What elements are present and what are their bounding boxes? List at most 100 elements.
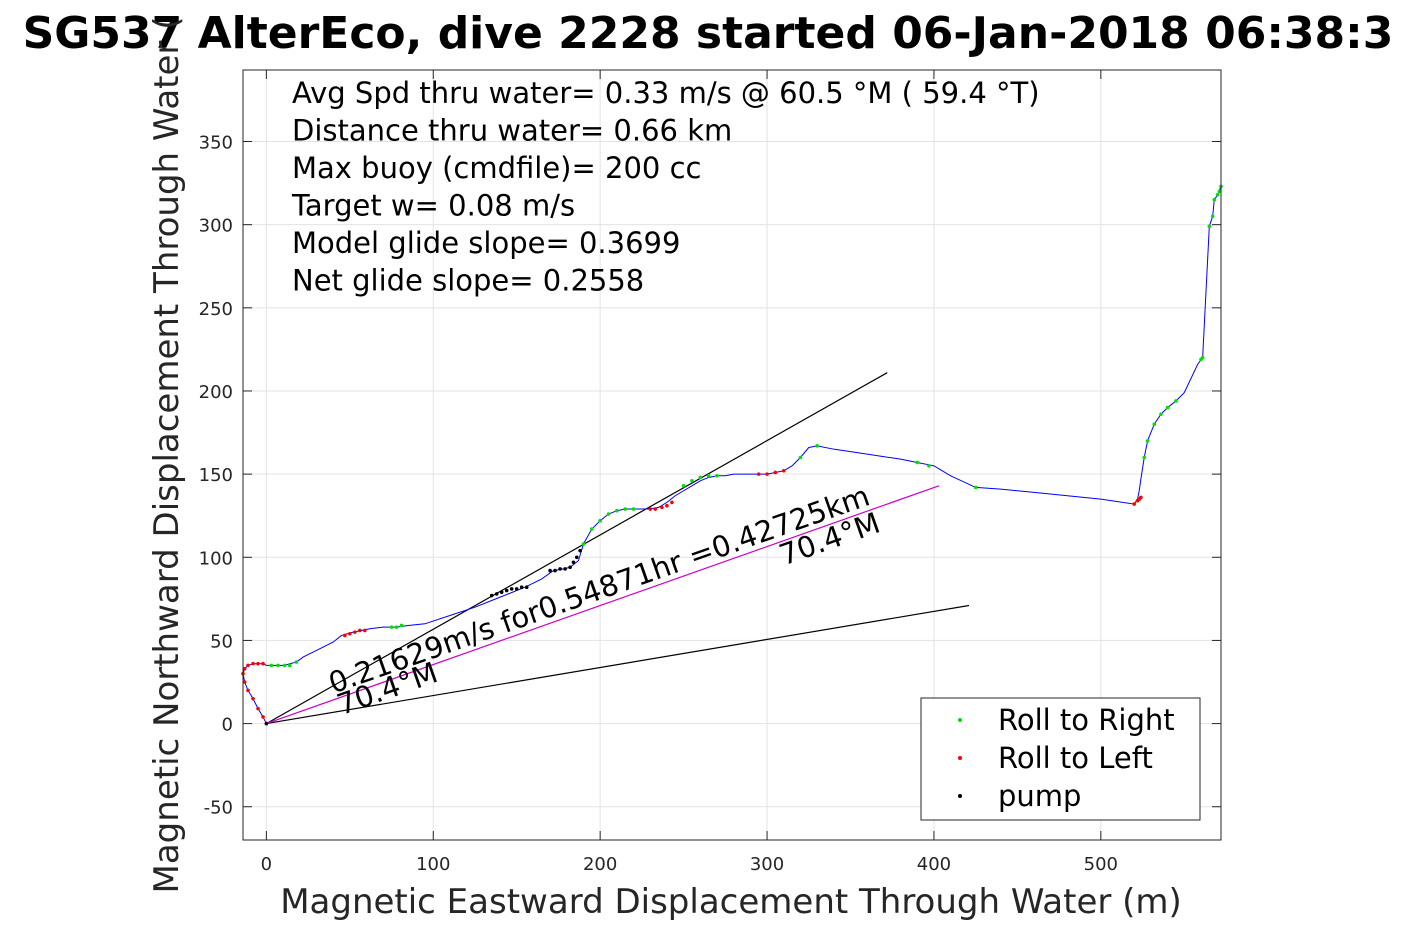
y-tick-label: 250 (199, 299, 233, 320)
marker-pump (524, 585, 529, 590)
reference-line-lower-bound (266, 604, 970, 725)
track-markers (241, 184, 1223, 726)
marker-roll-to-left (653, 507, 658, 511)
y-axis-label: Magnetic Northward Displacement Through … (147, 17, 187, 894)
marker-roll-to-right (581, 542, 586, 546)
reference-lines (266, 372, 970, 725)
marker-roll-to-right (394, 625, 399, 629)
marker-roll-to-left (353, 630, 357, 634)
x-axis-label: Magnetic Eastward Displacement Through W… (280, 882, 1182, 922)
marker-roll-to-left (246, 688, 250, 693)
marker-roll-to-left (765, 472, 769, 476)
y-tick-label: 150 (199, 465, 233, 486)
marker-roll-to-left (261, 715, 265, 719)
marker-roll-to-right (269, 663, 274, 668)
summary-line: Model glide slope= 0.3699 (292, 226, 680, 260)
marker-roll-to-right (287, 663, 292, 668)
marker-roll-to-right (915, 460, 920, 465)
marker-roll-to-right (1200, 355, 1205, 360)
x-tick-label: 400 (917, 854, 951, 875)
y-tick-label: 100 (199, 548, 233, 569)
marker-roll-to-left (648, 507, 653, 511)
summary-line: Target w= 0.08 m/s (291, 189, 575, 223)
marker-roll-to-right (606, 512, 611, 516)
dive-summary-text: Avg Spd thru water= 0.33 m/s @ 60.5 °M (… (291, 76, 1040, 298)
marker-roll-to-left (781, 468, 786, 473)
legend-box (920, 697, 1201, 821)
legend-label: Roll to Right (998, 703, 1175, 737)
marker-pump (489, 593, 494, 598)
marker-roll-to-left (358, 628, 362, 633)
chart-title: SG537 AlterEco, dive 2228 started 06-Jan… (23, 8, 1394, 59)
legend-marker (958, 756, 962, 760)
legend-marker (958, 794, 962, 798)
marker-roll-to-left (261, 661, 265, 666)
marker-pump (514, 587, 519, 591)
y-tick-label: 300 (199, 216, 233, 237)
marker-pump (563, 567, 567, 571)
marker-roll-to-right (1212, 197, 1217, 202)
marker-pump (504, 588, 509, 593)
y-tick-label: 200 (199, 382, 233, 403)
marker-roll-to-left (665, 503, 669, 508)
marker-roll-to-right (1215, 192, 1220, 197)
marker-roll-to-left (1139, 495, 1143, 500)
marker-roll-to-right (590, 527, 594, 531)
reference-line-net-displacement (266, 485, 940, 725)
marker-roll-to-right (1207, 224, 1212, 229)
marker-roll-to-right (698, 475, 703, 480)
marker-pump (578, 548, 582, 553)
marker-roll-to-right (798, 455, 803, 460)
marker-roll-to-right (276, 663, 280, 668)
marker-roll-to-right (598, 518, 602, 523)
marker-roll-to-left (773, 470, 778, 475)
y-tick-label: 0 (222, 715, 233, 736)
marker-roll-to-left (256, 706, 260, 711)
marker-roll-to-right (399, 623, 404, 628)
marker-roll-to-right (927, 464, 931, 468)
x-tick-label: 200 (583, 854, 617, 875)
marker-pump (553, 568, 557, 573)
marker-roll-to-right (1145, 439, 1150, 443)
marker-roll-to-left (246, 663, 250, 668)
marker-roll-to-right (389, 625, 394, 629)
marker-roll-to-left (343, 633, 347, 638)
marker-pump (558, 567, 562, 571)
summary-line: Avg Spd thru water= 0.33 m/s @ 60.5 °M (… (292, 76, 1040, 110)
x-tick-label: 500 (1084, 854, 1118, 875)
marker-roll-to-right (1142, 455, 1147, 460)
y-axis-ticks: -50 0 50 100 150 200 250 300 350 (199, 133, 1221, 819)
marker-roll-to-left (251, 661, 255, 666)
marker-roll-to-right (1174, 399, 1178, 403)
y-tick-label: -50 (204, 798, 233, 819)
legend-marker (958, 718, 962, 722)
marker-roll-to-left (363, 628, 367, 633)
x-tick-label: 300 (750, 854, 784, 875)
marker-roll-to-left (348, 631, 352, 636)
marker-roll-to-left (670, 500, 674, 505)
marker-roll-to-right (1159, 412, 1163, 417)
plot-frame (242, 69, 1222, 841)
y-tick-label: 350 (199, 133, 233, 154)
marker-roll-to-right (282, 663, 287, 668)
marker-pump (499, 590, 504, 595)
marker-pump (494, 592, 499, 596)
marker-roll-to-right (1210, 214, 1215, 219)
marker-pump (571, 560, 576, 565)
marker-roll-to-right (1165, 405, 1170, 410)
marker-pump (509, 587, 514, 591)
marker-pump (574, 555, 579, 560)
y-tick-label: 50 (210, 631, 233, 652)
summary-line: Max buoy (cmdfile)= 200 cc (292, 151, 701, 185)
legend-label: Roll to Left (998, 741, 1153, 775)
reference-line-upper-bound (266, 372, 888, 725)
marker-roll-to-left (660, 505, 664, 510)
marker-roll-to-right (1217, 189, 1222, 194)
marker-roll-to-right (973, 485, 978, 490)
marker-roll-to-left (242, 666, 247, 671)
marker-roll-to-right (681, 483, 686, 488)
marker-roll-to-left (256, 661, 260, 666)
legend: Roll to Right Roll to Left pump (920, 697, 1201, 821)
marker-roll-to-right (690, 478, 694, 483)
